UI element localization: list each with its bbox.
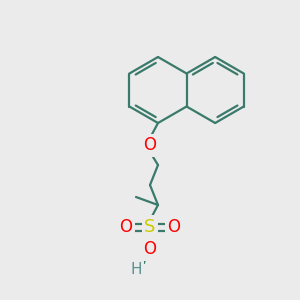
Text: O: O <box>167 218 181 236</box>
Text: S: S <box>144 218 156 236</box>
Text: O: O <box>119 218 133 236</box>
Text: H: H <box>130 262 142 277</box>
Text: O: O <box>143 240 157 258</box>
Text: O: O <box>143 136 157 154</box>
